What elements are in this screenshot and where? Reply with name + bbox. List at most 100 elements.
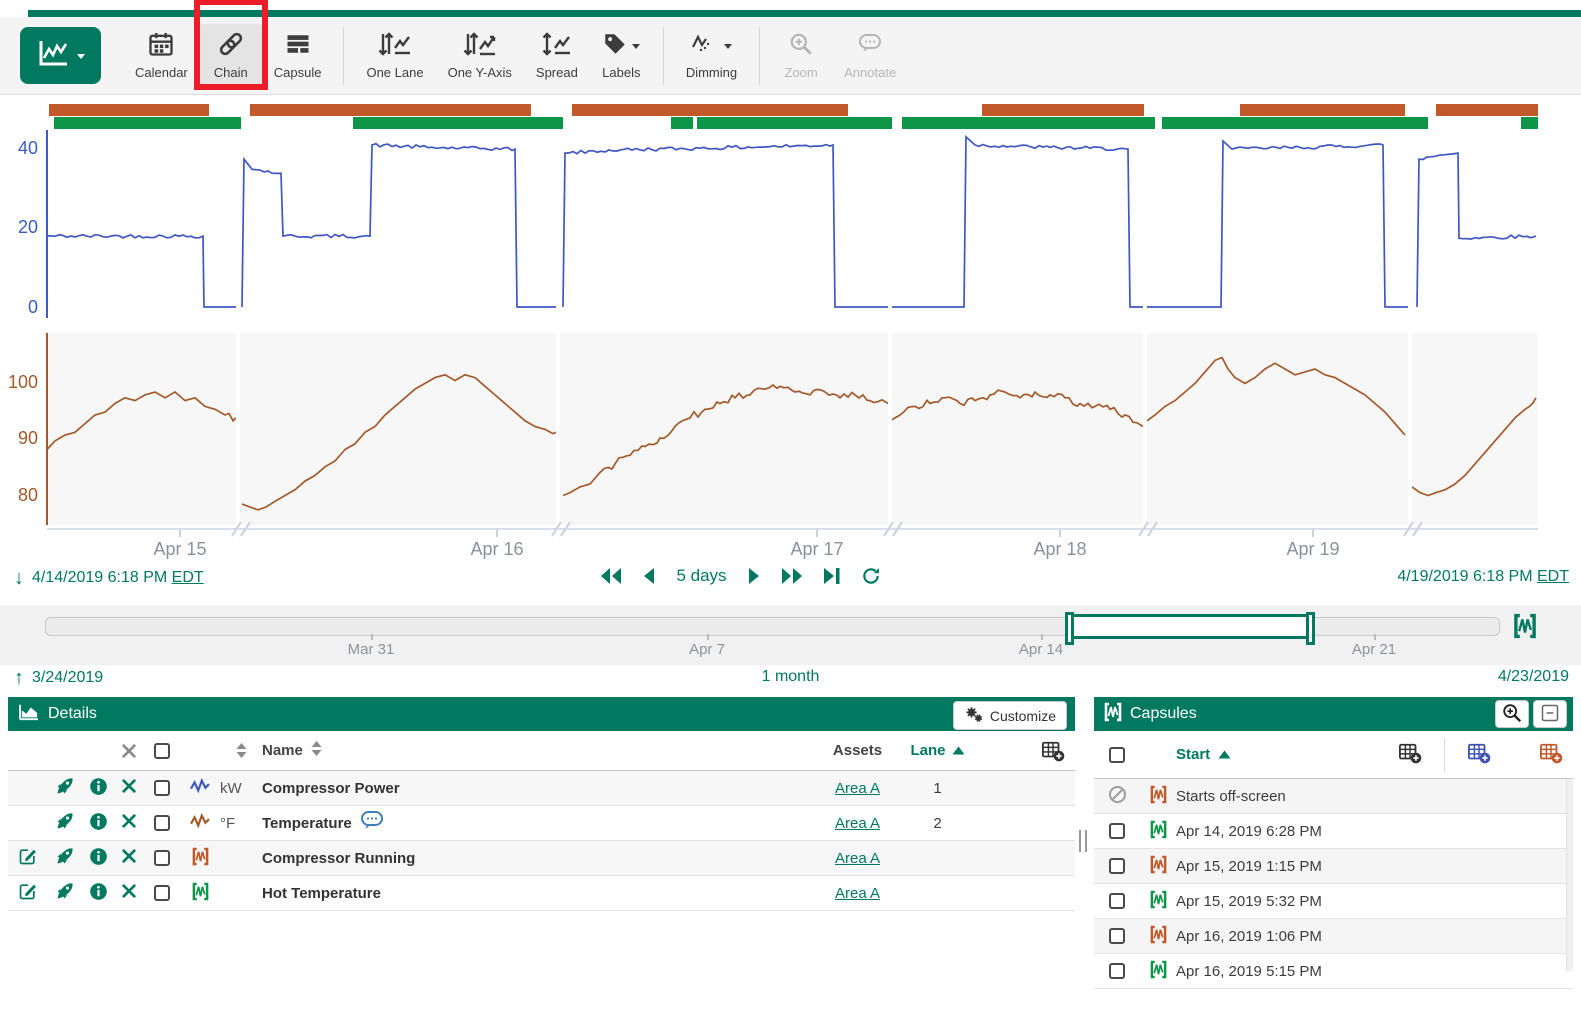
remove-icon[interactable] [121, 883, 137, 903]
dimming-button[interactable]: Dimming [674, 24, 749, 87]
add-signal-column-icon[interactable] [1467, 742, 1491, 768]
row-checkbox[interactable] [154, 885, 170, 901]
add-condition-column-icon[interactable] [1539, 742, 1563, 768]
capsule-checkbox[interactable] [1109, 963, 1125, 979]
investigate-range-duration[interactable]: 1 month [0, 668, 1581, 686]
capsule-checkbox[interactable] [1109, 928, 1125, 944]
duration-label[interactable]: 5 days [676, 566, 726, 586]
capsule-checkbox[interactable] [1109, 823, 1125, 839]
slider-handle-right[interactable] [1306, 612, 1315, 645]
info-icon[interactable] [89, 847, 108, 870]
details-row-compressor-power[interactable]: kWCompressor PowerArea A1 [8, 771, 1075, 806]
rocket-icon[interactable] [55, 776, 75, 800]
spread-button[interactable]: Spread [524, 24, 590, 87]
capsule-row[interactable]: Apr 15, 2019 1:15 PM [1094, 849, 1573, 884]
add-column-icon[interactable] [970, 740, 1075, 762]
timezone-link[interactable]: EDT [172, 569, 204, 586]
trend-chart[interactable]: 402001009080Apr 15Apr 16Apr 17Apr 18Apr … [0, 95, 1581, 560]
arrow-down-icon: ↓ [14, 568, 24, 588]
svg-text:Apr 18: Apr 18 [1033, 539, 1086, 559]
edit-icon[interactable] [18, 846, 38, 870]
one-lane-button[interactable]: One Lane [354, 24, 435, 87]
row-checkbox[interactable] [154, 850, 170, 866]
remove-icon[interactable] [121, 848, 137, 868]
details-row-compressor-running[interactable]: Compressor Running Area A [8, 841, 1075, 876]
assets-column-header[interactable]: Assets [810, 742, 905, 759]
info-icon[interactable] [89, 777, 108, 800]
display-range-start[interactable]: ↓ 4/14/2019 6:18 PM EDT [14, 568, 204, 588]
info-icon[interactable] [89, 812, 108, 835]
start-column-header[interactable]: Start [1176, 746, 1210, 763]
capsule-row[interactable]: Apr 16, 2019 5:15 PM [1094, 954, 1573, 989]
chain-label: Chain [214, 65, 248, 80]
row-checkbox[interactable] [154, 815, 170, 831]
one-y-axis-button[interactable]: One Y-Axis [436, 24, 524, 87]
item-name: Compressor Power [262, 780, 400, 797]
asset-link[interactable]: Area A [835, 815, 880, 832]
capsule-row[interactable]: Starts off-screen [1094, 779, 1573, 814]
details-row-hot-temperature[interactable]: Hot TemperatureArea A [8, 876, 1075, 911]
remove-icon[interactable] [121, 778, 137, 798]
rocket-icon[interactable] [55, 881, 75, 905]
capsule-button[interactable]: Capsule [262, 24, 334, 87]
labels-icon [602, 31, 628, 60]
remove-icon[interactable] [121, 813, 137, 833]
info-icon[interactable] [89, 882, 108, 905]
edit-icon[interactable] [18, 881, 38, 905]
annotate-icon [858, 33, 882, 58]
investigate-range-slider: Mar 31Apr 7Apr 14Apr 21 [0, 605, 1581, 665]
capsule-row[interactable]: Apr 16, 2019 1:06 PM [1094, 919, 1573, 954]
slider-selection-window[interactable] [1068, 614, 1312, 639]
slider-tick-label: Apr 7 [689, 641, 725, 658]
step-forward-half-icon[interactable] [747, 567, 761, 585]
collapse-panel-button[interactable] [1533, 700, 1567, 728]
zoom-icon [788, 31, 814, 60]
sort-icon[interactable] [311, 741, 322, 760]
rocket-icon[interactable] [55, 846, 75, 870]
annotation-icon[interactable] [360, 810, 384, 836]
row-checkbox[interactable] [154, 780, 170, 796]
calendar-button[interactable]: Calendar [123, 24, 200, 87]
investigate-range-end[interactable]: 4/23/2019 [1498, 668, 1569, 686]
slider-tick [371, 634, 373, 640]
select-all-checkbox[interactable] [154, 743, 170, 759]
rocket-icon[interactable] [55, 811, 75, 835]
capsule-row[interactable]: Apr 15, 2019 5:32 PM [1094, 884, 1573, 919]
sort-icon[interactable] [220, 743, 262, 758]
step-back-half-icon[interactable] [642, 567, 656, 585]
slider-handle-left[interactable] [1065, 612, 1074, 645]
capsule-row[interactable]: Apr 14, 2019 6:28 PM [1094, 814, 1573, 849]
step-back-full-icon[interactable] [600, 567, 622, 585]
timezone-link[interactable]: EDT [1537, 568, 1569, 585]
dimming-icon [690, 32, 720, 59]
item-name: Compressor Running [262, 850, 415, 867]
panel-resize-handle[interactable] [1079, 830, 1087, 852]
capsule-time-icon[interactable] [1512, 613, 1538, 644]
details-row-temperature[interactable]: °FTemperatureArea A2 [8, 806, 1075, 841]
asset-link[interactable]: Area A [835, 780, 880, 797]
step-to-now-icon[interactable] [823, 567, 841, 585]
lane-column-header[interactable]: Lane [905, 742, 970, 759]
slider-tick-label: Mar 31 [348, 641, 395, 658]
customize-button[interactable]: Customize [953, 701, 1067, 730]
toolbar-divider [759, 27, 760, 85]
sort-asc-icon [952, 742, 965, 759]
remove-all-icon[interactable] [114, 743, 144, 759]
asset-link[interactable]: Area A [835, 885, 880, 902]
labels-button[interactable]: Labels [590, 24, 653, 87]
capsule-checkbox[interactable] [1109, 893, 1125, 909]
name-column-header[interactable]: Name [262, 742, 303, 759]
capsule-checkbox[interactable] [1109, 858, 1125, 874]
display-range-end[interactable]: 4/19/2019 6:18 PM EDT [1397, 568, 1569, 586]
asset-link[interactable]: Area A [835, 850, 880, 867]
select-all-capsules-checkbox[interactable] [1109, 747, 1125, 763]
zoom-to-capsule-button[interactable] [1495, 700, 1529, 728]
chain-button[interactable]: Chain [200, 24, 262, 87]
display-range-start-text[interactable]: 4/14/2019 6:18 PM EDT [32, 569, 204, 587]
trend-view-dropdown-button[interactable] [20, 27, 101, 84]
refresh-icon[interactable] [861, 566, 881, 586]
add-column-icon[interactable] [1398, 742, 1422, 768]
scrollbar[interactable] [1566, 779, 1573, 971]
capsules-panel-header: Capsules [1094, 697, 1573, 731]
step-forward-full-icon[interactable] [781, 567, 803, 585]
